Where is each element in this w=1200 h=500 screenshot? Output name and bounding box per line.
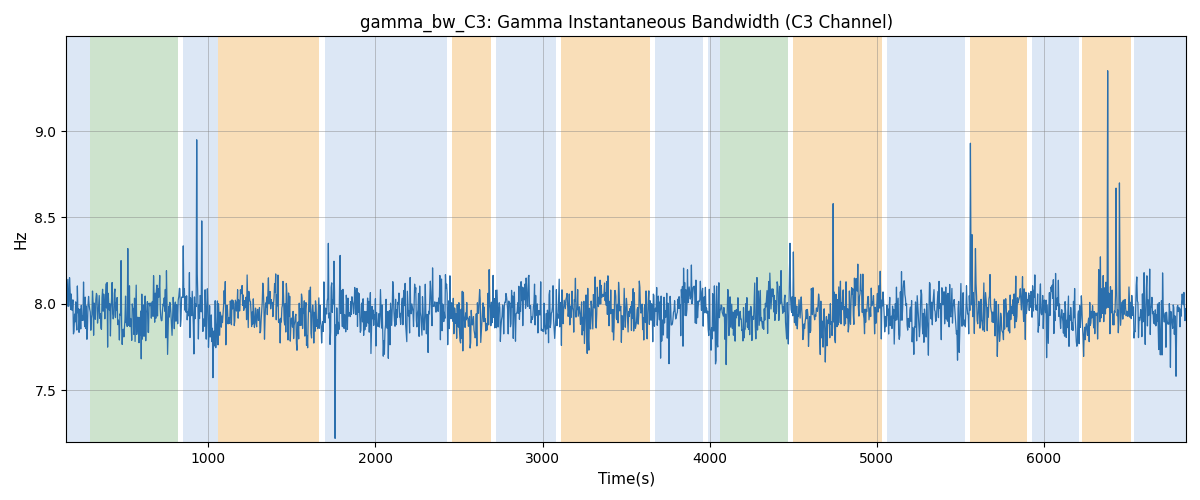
Bar (654, 36, 703, 442)
Bar (971, 36, 1027, 442)
Bar (1032, 36, 1079, 442)
Bar (66, 36, 90, 442)
Bar (708, 36, 720, 442)
Bar (218, 36, 318, 442)
Y-axis label: Hz: Hz (14, 230, 29, 249)
Bar (793, 36, 882, 442)
Bar (325, 36, 448, 442)
Title: gamma_bw_C3: Gamma Instantaneous Bandwidth (C3 Channel): gamma_bw_C3: Gamma Instantaneous Bandwid… (360, 14, 893, 32)
Bar (90, 36, 178, 442)
Bar (560, 36, 649, 442)
Bar (887, 36, 966, 442)
Bar (452, 36, 491, 442)
Bar (184, 36, 218, 442)
Bar (720, 36, 788, 442)
Bar (1134, 36, 1186, 442)
X-axis label: Time(s): Time(s) (598, 471, 655, 486)
Bar (496, 36, 556, 442)
Bar (1082, 36, 1130, 442)
